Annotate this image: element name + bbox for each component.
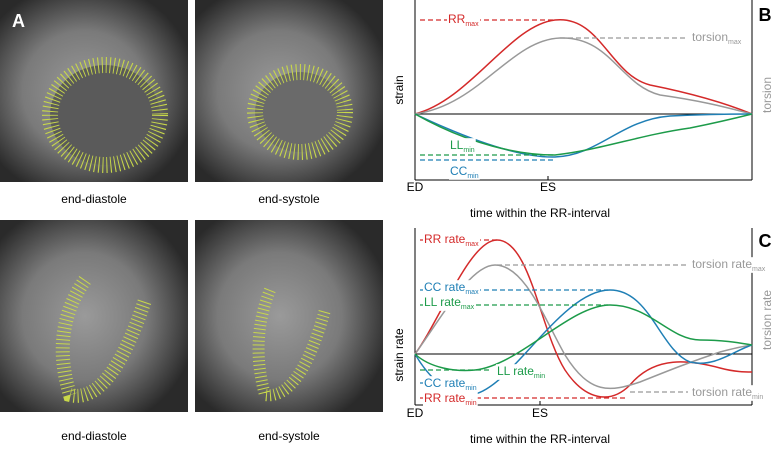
annotation-text: RR rate [424,232,466,246]
annotation: torsion ratemax [692,257,766,273]
annotation-text: torsion rate [692,385,752,399]
annotation-text: RR [448,12,466,26]
rr-curve [414,239,753,398]
annotation-subscript: min [465,400,476,407]
annotation-text: RR rate [424,391,466,405]
annotation: CC ratemin [424,376,477,392]
annotation-text: CC [450,164,468,178]
y2-label: torsion [760,77,774,113]
annotation-subscript: min [467,173,478,180]
annotation-text: CC rate [424,376,466,390]
panel-label: B [759,5,772,25]
annotation-subscript: min [534,373,545,380]
annotation-subscript: min [463,147,474,154]
annotation-subscript: max [752,266,766,273]
annotation: LLmin [450,138,475,154]
panel-label: A [12,11,25,31]
tag-grid [55,275,152,403]
annotation: torsion ratemin [692,385,763,401]
tag-grid [247,64,353,160]
mri-image [195,220,383,412]
annotation-subscript: max [465,289,479,296]
annotation-bg [447,12,481,28]
annotation-text: LL rate [497,364,534,378]
x-tick-label: ED [407,406,424,420]
annotation-subscript: min [465,385,476,392]
caption: end-systole [258,192,320,206]
annotation-bg [423,232,481,248]
torsion-curve [414,37,753,115]
ll-curve [414,113,753,156]
annotation-subscript: max [461,304,475,311]
caption: end-systole [258,429,320,443]
y2-label: torsion rate [760,290,774,350]
x-label: time within the RR-interval [470,206,610,220]
annotation-bg [691,257,767,273]
tag-grid [252,287,331,402]
annotation-bg [423,295,476,311]
tag-grid [42,57,168,173]
annotation-subscript: max [465,241,479,248]
annotation: CC ratemax [424,280,479,296]
panel-b [414,0,753,181]
x-tick-label: ES [532,406,548,420]
annotation: LL ratemin [497,364,545,380]
annotation: RR ratemin [424,391,477,407]
ll-curve [414,304,753,372]
x-tick-label: ES [540,180,556,194]
cc-curve [414,113,753,158]
annotation-bg [449,138,476,154]
annotation-bg [691,30,743,46]
annotation: torsionmax [692,30,742,46]
annotation-text: torsion [692,30,728,44]
annotation: LL ratemax [424,295,475,311]
annotation-text: LL [450,138,464,152]
annotation: RR ratemax [424,232,479,248]
caption: end-diastole [61,429,127,443]
y-label: strain [392,75,406,104]
rr-curve [414,19,753,115]
mri-image [0,220,188,412]
x-label: time within the RR-interval [470,432,610,446]
annotation-subscript: min [752,394,763,401]
x-tick-label: ED [407,180,424,194]
annotation-bg [449,164,480,180]
torsion-curve [414,264,753,390]
annotation-text: LL rate [424,295,461,309]
annotation-subscript: max [728,39,742,46]
panel-label: C [759,231,772,251]
annotation-subscript: max [465,21,479,28]
y-label: strain rate [392,328,406,382]
annotation-bg [423,391,478,407]
annotation: CCmin [450,164,479,180]
annotation-text: CC rate [424,280,466,294]
annotation-bg [423,280,481,296]
annotation-text: torsion rate [692,257,752,271]
annotation: RRmax [448,12,479,28]
annotation-bg [423,376,478,392]
annotation-bg [691,385,765,401]
caption: end-diastole [61,192,127,206]
annotation-bg [496,364,547,380]
mri-images [0,0,383,412]
